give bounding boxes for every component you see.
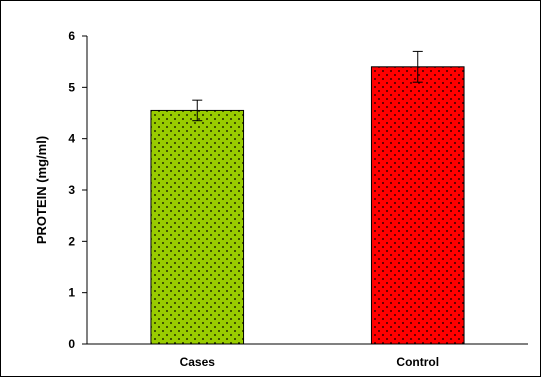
x-axis-labels: Cases Control: [180, 355, 440, 369]
x-category-label: Control: [396, 355, 439, 369]
y-tick-label: 3: [68, 183, 75, 197]
error-bar-cases: [192, 99, 203, 122]
bar-control: [370, 66, 465, 345]
error-bars: [192, 50, 423, 122]
y-tick-label: 1: [68, 286, 75, 300]
x-category-label: Cases: [180, 355, 216, 369]
bar-cases: [150, 109, 245, 345]
y-tick-label: 4: [68, 132, 75, 146]
y-axis-title: PROTEIN (mg/ml): [34, 136, 49, 244]
y-tick-label: 2: [68, 234, 75, 248]
bars: [150, 66, 465, 345]
y-tick-label: 5: [68, 80, 75, 94]
y-axis-ticks: 0 1 2 3 4 5 6: [68, 29, 87, 351]
y-tick-label: 6: [68, 29, 75, 43]
error-bar-control: [412, 50, 423, 83]
y-tick-label: 0: [68, 337, 75, 351]
